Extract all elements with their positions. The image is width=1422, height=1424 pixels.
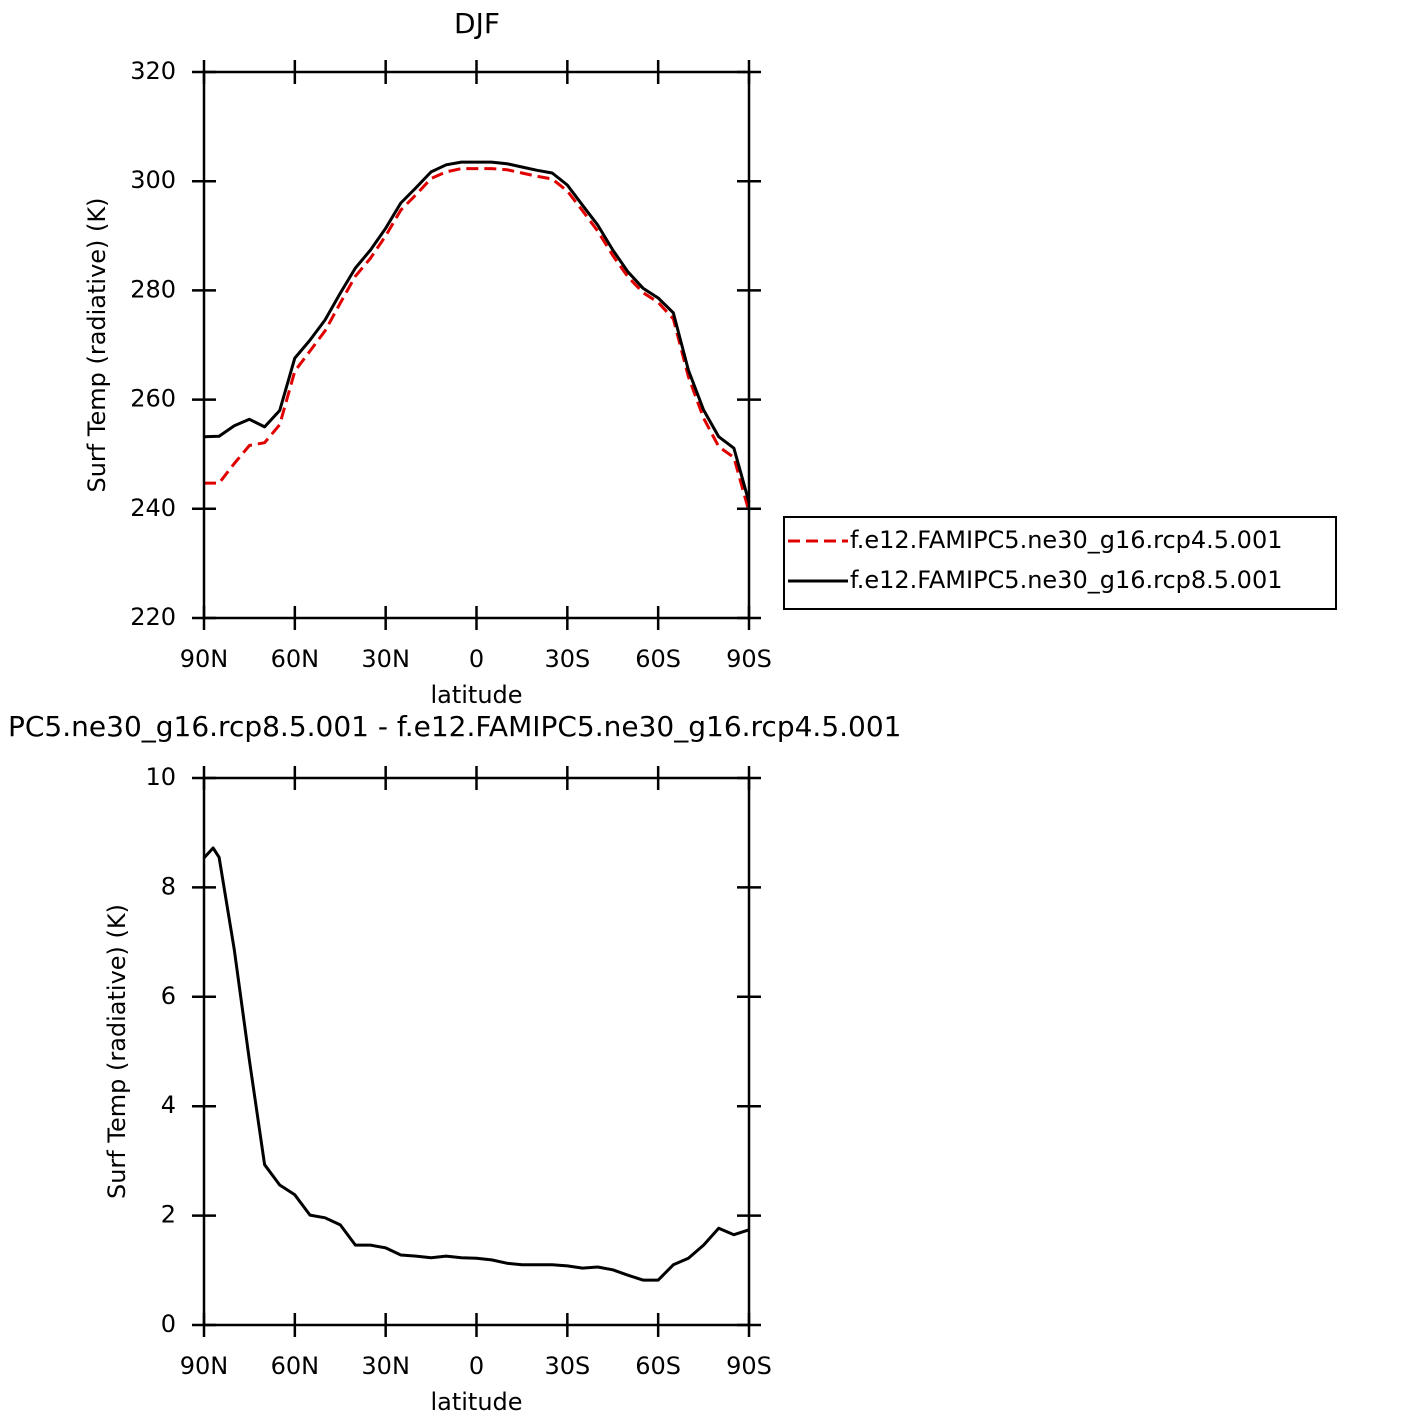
x-tick-label: 30S xyxy=(544,645,590,673)
x-tick-label: 30N xyxy=(361,645,410,673)
y-axis-label: Surf Temp (radiative) (K) xyxy=(103,904,131,1199)
x-tick-label: 30N xyxy=(361,1352,410,1380)
y-tick-label: 6 xyxy=(161,982,176,1010)
y-tick-label: 280 xyxy=(130,275,176,303)
chart-title: DJF xyxy=(454,7,500,40)
x-tick-label: 60S xyxy=(635,645,681,673)
x-tick-label: 90N xyxy=(180,1352,229,1380)
x-tick-label: 90S xyxy=(726,1352,772,1380)
x-tick-label: 60S xyxy=(635,1352,681,1380)
y-tick-label: 320 xyxy=(130,57,176,85)
x-tick-label: 0 xyxy=(469,1352,484,1380)
y-tick-label: 260 xyxy=(130,385,176,413)
data-line xyxy=(202,846,750,1282)
y-tick-label: 4 xyxy=(161,1091,176,1119)
x-axis-label: latitude xyxy=(430,1388,522,1416)
x-axis-label: latitude xyxy=(430,681,522,709)
legend-box xyxy=(783,516,1337,610)
x-tick-label: 60N xyxy=(271,1352,320,1380)
y-tick-label: 8 xyxy=(161,872,176,900)
legend-label: f.e12.FAMIPC5.ne30_g16.rcp8.5.001 xyxy=(850,566,1283,594)
y-tick-label: 240 xyxy=(130,494,176,522)
y-tick-label: 2 xyxy=(161,1201,176,1229)
y-tick-label: 0 xyxy=(161,1310,176,1338)
y-tick-label: 220 xyxy=(130,603,176,631)
x-tick-label: 90N xyxy=(180,645,229,673)
x-tick-label: 30S xyxy=(544,1352,590,1380)
chart-title: PC5.ne30_g16.rcp8.5.001 - f.e12.FAMIPC5.… xyxy=(8,710,901,743)
plot-frame xyxy=(202,70,751,620)
plot-frame xyxy=(202,776,751,1327)
y-axis-label: Surf Temp (radiative) (K) xyxy=(83,197,111,492)
x-tick-label: 0 xyxy=(469,645,484,673)
data-line xyxy=(203,160,751,503)
legend-label: f.e12.FAMIPC5.ne30_g16.rcp4.5.001 xyxy=(850,526,1283,554)
data-line xyxy=(204,167,751,512)
x-tick-label: 60N xyxy=(271,645,320,673)
x-tick-label: 90S xyxy=(726,645,772,673)
y-tick-label: 300 xyxy=(130,166,176,194)
y-tick-label: 10 xyxy=(145,763,176,791)
